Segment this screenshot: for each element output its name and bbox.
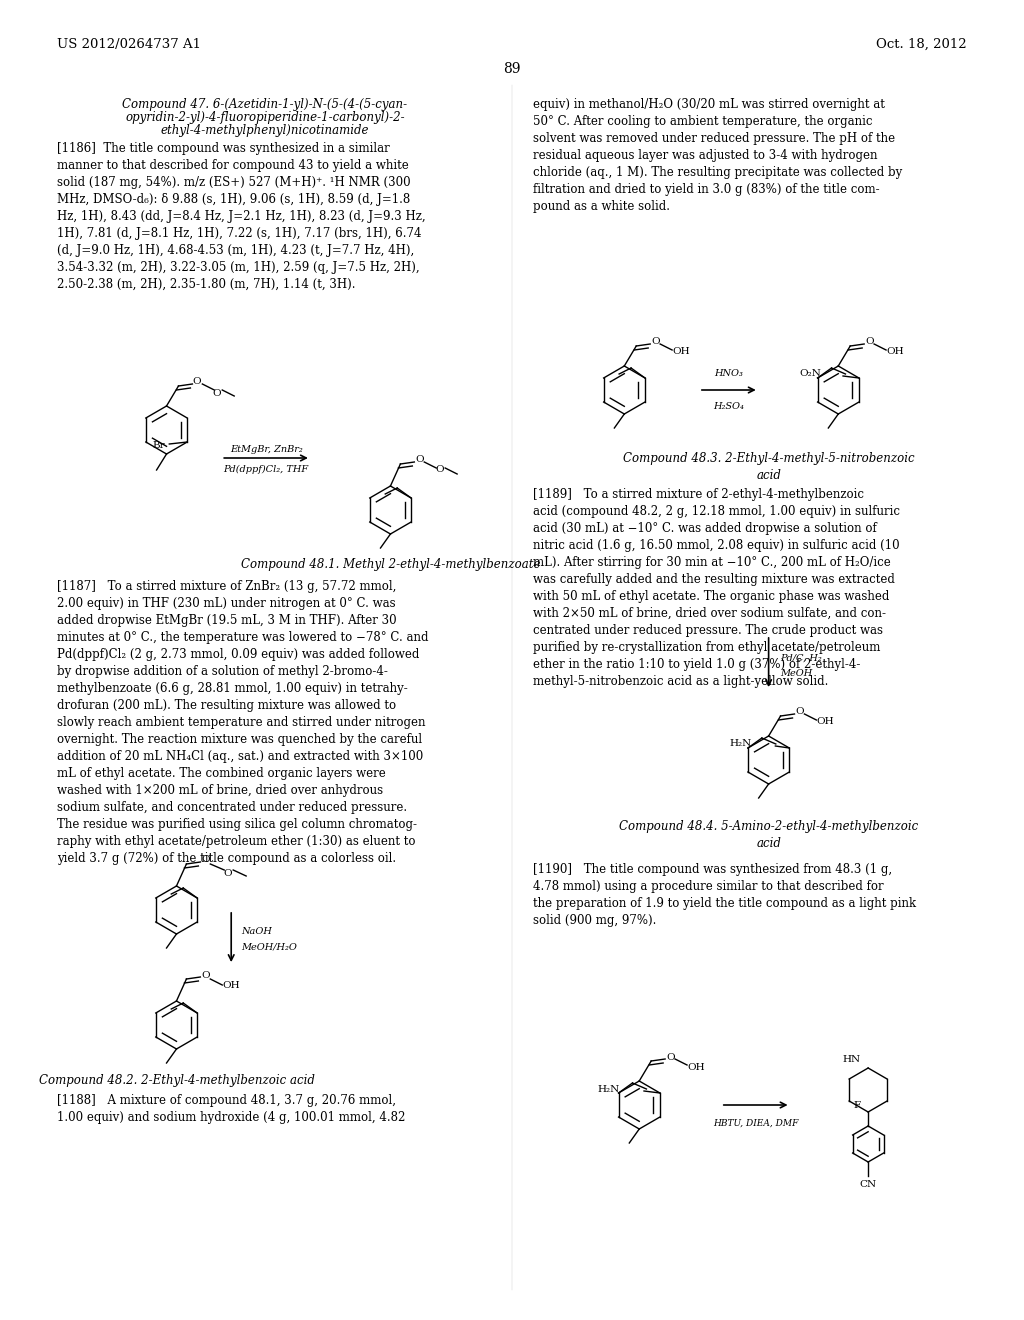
Text: O: O <box>865 338 873 346</box>
Text: O₂N: O₂N <box>800 370 821 379</box>
Text: MeOH: MeOH <box>780 668 813 677</box>
Text: Compound 47. 6-(Azetidin-1-yl)-N-(5-(4-(5-cyan-: Compound 47. 6-(Azetidin-1-yl)-N-(5-(4-(… <box>123 98 408 111</box>
Text: 89: 89 <box>503 62 520 77</box>
Text: H₂N: H₂N <box>598 1085 621 1093</box>
Text: Pd(dppf)Cl₂, THF: Pd(dppf)Cl₂, THF <box>223 465 308 474</box>
Text: Compound 48.1. Methyl 2-ethyl-4-methylbenzoate: Compound 48.1. Methyl 2-ethyl-4-methylbe… <box>241 558 541 572</box>
Text: O: O <box>796 708 804 717</box>
Text: [1186]  The title compound was synthesized in a similar
manner to that described: [1186] The title compound was synthesize… <box>57 143 426 290</box>
Text: Br: Br <box>153 441 165 450</box>
Text: [1189] To a stirred mixture of 2-ethyl-4-methylbenzoic
acid (compound 48.2, 2 g,: [1189] To a stirred mixture of 2-ethyl-4… <box>532 488 900 688</box>
Text: ethyl-4-methylphenyl)nicotinamide: ethyl-4-methylphenyl)nicotinamide <box>161 124 370 137</box>
Text: OH: OH <box>687 1063 705 1072</box>
Text: Oct. 18, 2012: Oct. 18, 2012 <box>877 38 967 51</box>
Text: O: O <box>212 389 221 399</box>
Text: OH: OH <box>816 718 834 726</box>
Text: EtMgBr, ZnBr₂: EtMgBr, ZnBr₂ <box>229 445 302 454</box>
Text: Pd/C, H₂: Pd/C, H₂ <box>780 653 822 663</box>
Text: HNO₃: HNO₃ <box>715 370 743 378</box>
Text: equiv) in methanol/H₂O (30/20 mL was stirred overnight at
50° C. After cooling t: equiv) in methanol/H₂O (30/20 mL was sti… <box>532 98 902 213</box>
Text: US 2012/0264737 A1: US 2012/0264737 A1 <box>57 38 201 51</box>
Text: H₂N: H₂N <box>729 739 752 748</box>
Text: O: O <box>416 455 424 465</box>
Text: H₂SO₄: H₂SO₄ <box>714 403 744 411</box>
Text: CN: CN <box>859 1180 877 1189</box>
Text: NaOH: NaOH <box>242 928 272 936</box>
Text: Compound 48.3. 2-Ethyl-4-methyl-5-nitrobenzoic
acid: Compound 48.3. 2-Ethyl-4-methyl-5-nitrob… <box>623 451 914 482</box>
Text: opyridin-2-yl)-4-fluoropiperidine-1-carbonyl)-2-: opyridin-2-yl)-4-fluoropiperidine-1-carb… <box>125 111 404 124</box>
Text: MeOH/H₂O: MeOH/H₂O <box>242 942 297 952</box>
Text: OH: OH <box>886 347 903 356</box>
Text: O: O <box>435 466 443 474</box>
Text: OH: OH <box>672 347 690 356</box>
Text: F: F <box>853 1101 860 1110</box>
Text: O: O <box>202 970 210 979</box>
Text: O: O <box>667 1052 675 1061</box>
Text: Compound 48.4. 5-Amino-2-ethyl-4-methylbenzoic
acid: Compound 48.4. 5-Amino-2-ethyl-4-methylb… <box>618 820 919 850</box>
Text: HBTU, DIEA, DMF: HBTU, DIEA, DMF <box>713 1119 799 1129</box>
Text: [1190] The title compound was synthesized from 48.3 (1 g,
4.78 mmol) using a pro: [1190] The title compound was synthesize… <box>532 863 915 927</box>
Text: HN: HN <box>842 1056 860 1064</box>
Text: OH: OH <box>222 981 240 990</box>
Text: O: O <box>223 869 231 878</box>
Text: Compound 48.2. 2-Ethyl-4-methylbenzoic acid: Compound 48.2. 2-Ethyl-4-methylbenzoic a… <box>39 1074 314 1086</box>
Text: [1188] A mixture of compound 48.1, 3.7 g, 20.76 mmol,
1.00 equiv) and sodium hyd: [1188] A mixture of compound 48.1, 3.7 g… <box>57 1094 406 1125</box>
Text: O: O <box>193 376 201 385</box>
Text: O: O <box>651 338 659 346</box>
Text: [1187] To a stirred mixture of ZnBr₂ (13 g, 57.72 mmol,
2.00 equiv) in THF (230 : [1187] To a stirred mixture of ZnBr₂ (13… <box>57 579 429 865</box>
Text: O: O <box>202 855 210 865</box>
